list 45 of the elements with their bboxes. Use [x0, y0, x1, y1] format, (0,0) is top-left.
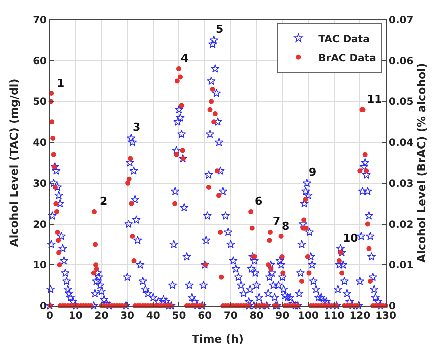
y-tick-label: 30	[33, 178, 48, 190]
legend-label: BrAC Data	[318, 53, 376, 64]
x-tick-label: 130	[376, 311, 396, 322]
annotation: 3	[133, 121, 141, 134]
x-tick-label: 90	[276, 311, 290, 322]
y-tick-label: 20	[33, 220, 48, 231]
x-tick-label: 30	[120, 311, 135, 322]
x-tick-label: 70	[224, 311, 238, 322]
x-tick-label: 50	[172, 311, 186, 322]
y-axis-title: Alcohol Level (TAC) (mg/dl)	[8, 78, 21, 248]
x-tick-label: 80	[250, 311, 264, 322]
y-tick-label: 10	[33, 260, 48, 272]
y2-tick-label: 0.03	[389, 178, 414, 190]
y2-tick-label: 0.06	[389, 56, 414, 68]
y2-tick-label: 0.02	[389, 220, 414, 231]
y2-tick-label: 0.05	[389, 97, 414, 108]
x-axis-title: Time (h)	[192, 333, 244, 346]
y-tick-label: 70	[33, 16, 48, 26]
legend-label: TAC Data	[318, 34, 370, 46]
annotation: 10	[343, 232, 359, 245]
y-tick-label: 50	[33, 97, 48, 108]
annotation: 9	[309, 166, 317, 179]
x-tick-label: 20	[94, 311, 109, 322]
annotation: 6	[255, 195, 263, 208]
annotation: 1	[57, 77, 65, 90]
x-tick-label: 10	[68, 311, 83, 322]
x-tick-label: 110	[324, 311, 345, 322]
y2-tick-label: 0.04	[389, 138, 414, 150]
y2-tick-label: 0	[389, 302, 396, 312]
y2-tick-label: 0.01	[389, 260, 414, 272]
annotation: 5	[216, 23, 224, 36]
y-tick-label: 40	[33, 138, 48, 150]
x-tick-label: 40	[146, 311, 160, 322]
y-tick-label: 0	[40, 302, 48, 312]
annotation: 8	[282, 220, 290, 233]
y2-tick-label: 0.07	[389, 16, 414, 26]
y-tick-label: 60	[33, 56, 48, 68]
annotation: 7	[273, 215, 281, 228]
annotation: 11	[367, 93, 382, 106]
x-tick-label: 100	[298, 311, 319, 322]
annotation: 2	[100, 195, 108, 208]
y2-axis-title: Alcohol Level (BrAC) (% alcohol)	[416, 63, 429, 263]
x-tick-label: 60	[198, 311, 212, 322]
annotation: 4	[181, 52, 189, 65]
x-tick-label: 120	[350, 311, 371, 322]
